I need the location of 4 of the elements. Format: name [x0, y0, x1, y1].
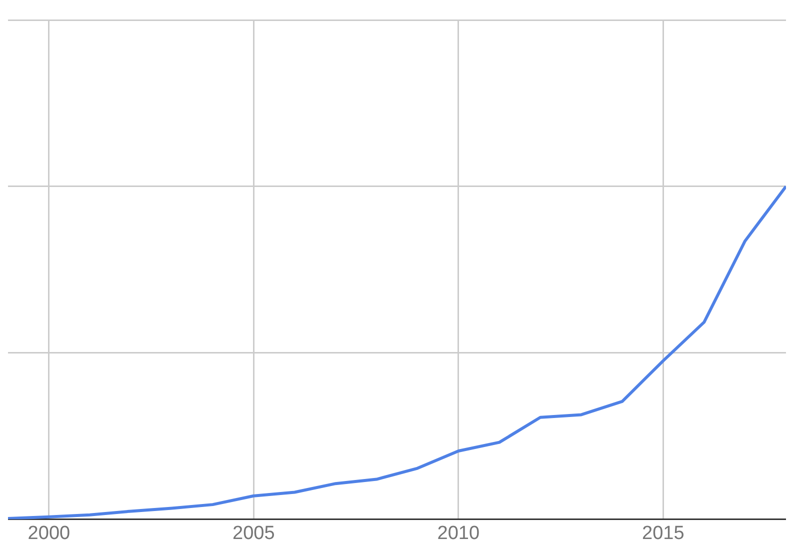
x-tick-label: 2005: [232, 522, 275, 544]
x-tick-label: 2010: [437, 522, 480, 544]
x-tick-label: 2015: [642, 522, 684, 544]
x-tick-label: 2000: [28, 522, 70, 544]
